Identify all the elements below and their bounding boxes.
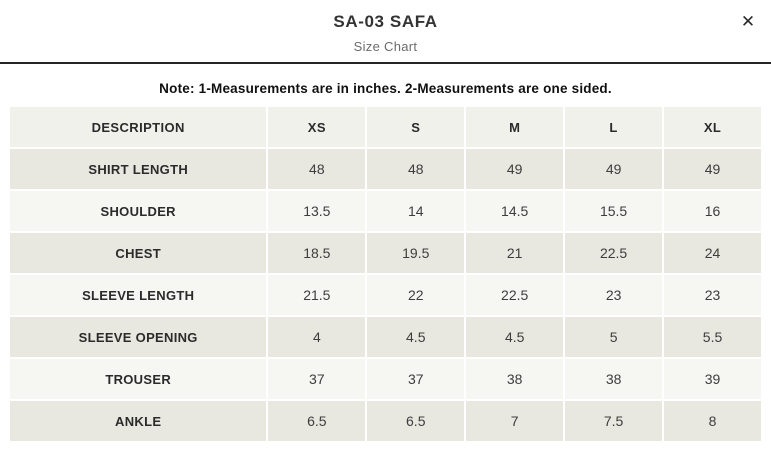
row-label: SLEEVE LENGTH: [10, 275, 267, 315]
cell-value: 48: [367, 149, 465, 189]
cell-value: 5: [565, 317, 663, 357]
page-title: SA-03 SAFA: [333, 12, 438, 31]
column-header: XS: [268, 107, 366, 147]
cell-value: 24: [664, 233, 761, 273]
modal-subtitle: Size Chart: [353, 39, 418, 54]
cell-value: 38: [466, 359, 564, 399]
cell-value: 23: [565, 275, 663, 315]
table-row: SLEEVE OPENING 4 4.5 4.5 5 5.5: [10, 317, 761, 357]
column-header: DESCRIPTION: [10, 107, 267, 147]
table-row: SLEEVE LENGTH 21.5 22 22.5 23 23: [10, 275, 761, 315]
cell-value: 48: [268, 149, 366, 189]
cell-value: 5.5: [664, 317, 761, 357]
cell-value: 16: [664, 191, 761, 231]
cell-value: 14.5: [466, 191, 564, 231]
table-header-row: DESCRIPTION XS S M L XL: [10, 107, 761, 147]
column-header: L: [565, 107, 663, 147]
cell-value: 6.5: [367, 401, 465, 441]
cell-value: 21: [466, 233, 564, 273]
row-label: SHIRT LENGTH: [10, 149, 267, 189]
table-row: SHIRT LENGTH 48 48 49 49 49: [10, 149, 761, 189]
cell-value: 22.5: [565, 233, 663, 273]
cell-value: 4: [268, 317, 366, 357]
cell-value: 14: [367, 191, 465, 231]
measurements-note: Note: 1-Measurements are in inches. 2-Me…: [159, 81, 612, 96]
row-label: SHOULDER: [10, 191, 267, 231]
close-icon[interactable]: ✕: [735, 9, 761, 35]
cell-value: 8: [664, 401, 761, 441]
row-label: TROUSER: [10, 359, 267, 399]
table-row: ANKLE 6.5 6.5 7 7.5 8: [10, 401, 761, 441]
cell-value: 38: [565, 359, 663, 399]
cell-value: 4.5: [367, 317, 465, 357]
table-body: SHIRT LENGTH 48 48 49 49 49 SHOULDER 13.5 14 14.5…: [10, 149, 761, 441]
cell-value: 49: [664, 149, 761, 189]
cell-value: 37: [367, 359, 465, 399]
cell-value: 39: [664, 359, 761, 399]
column-header: M: [466, 107, 564, 147]
cell-value: 22.5: [466, 275, 564, 315]
cell-value: 37: [268, 359, 366, 399]
cell-value: 22: [367, 275, 465, 315]
column-header: XL: [664, 107, 761, 147]
row-label: SLEEVE OPENING: [10, 317, 267, 357]
table-row: TROUSER 37 37 38 38 39: [10, 359, 761, 399]
cell-value: 23: [664, 275, 761, 315]
table-row: CHEST 18.5 19.5 21 22.5 24: [10, 233, 761, 273]
cell-value: 6.5: [268, 401, 366, 441]
table-row: SHOULDER 13.5 14 14.5 15.5 16: [10, 191, 761, 231]
cell-value: 7.5: [565, 401, 663, 441]
cell-value: 7: [466, 401, 564, 441]
row-label: ANKLE: [10, 401, 267, 441]
cell-value: 49: [466, 149, 564, 189]
cell-value: 49: [565, 149, 663, 189]
row-label: CHEST: [10, 233, 267, 273]
size-chart-table: DESCRIPTION XS S M L XL SHIRT LENGTH 48 48 49 49 4…: [8, 105, 763, 443]
cell-value: 4.5: [466, 317, 564, 357]
cell-value: 19.5: [367, 233, 465, 273]
cell-value: 21.5: [268, 275, 366, 315]
cell-value: 15.5: [565, 191, 663, 231]
column-header: S: [367, 107, 465, 147]
cell-value: 18.5: [268, 233, 366, 273]
cell-value: 13.5: [268, 191, 366, 231]
modal-header: SA-03 SAFA Size Chart ✕: [0, 0, 771, 64]
